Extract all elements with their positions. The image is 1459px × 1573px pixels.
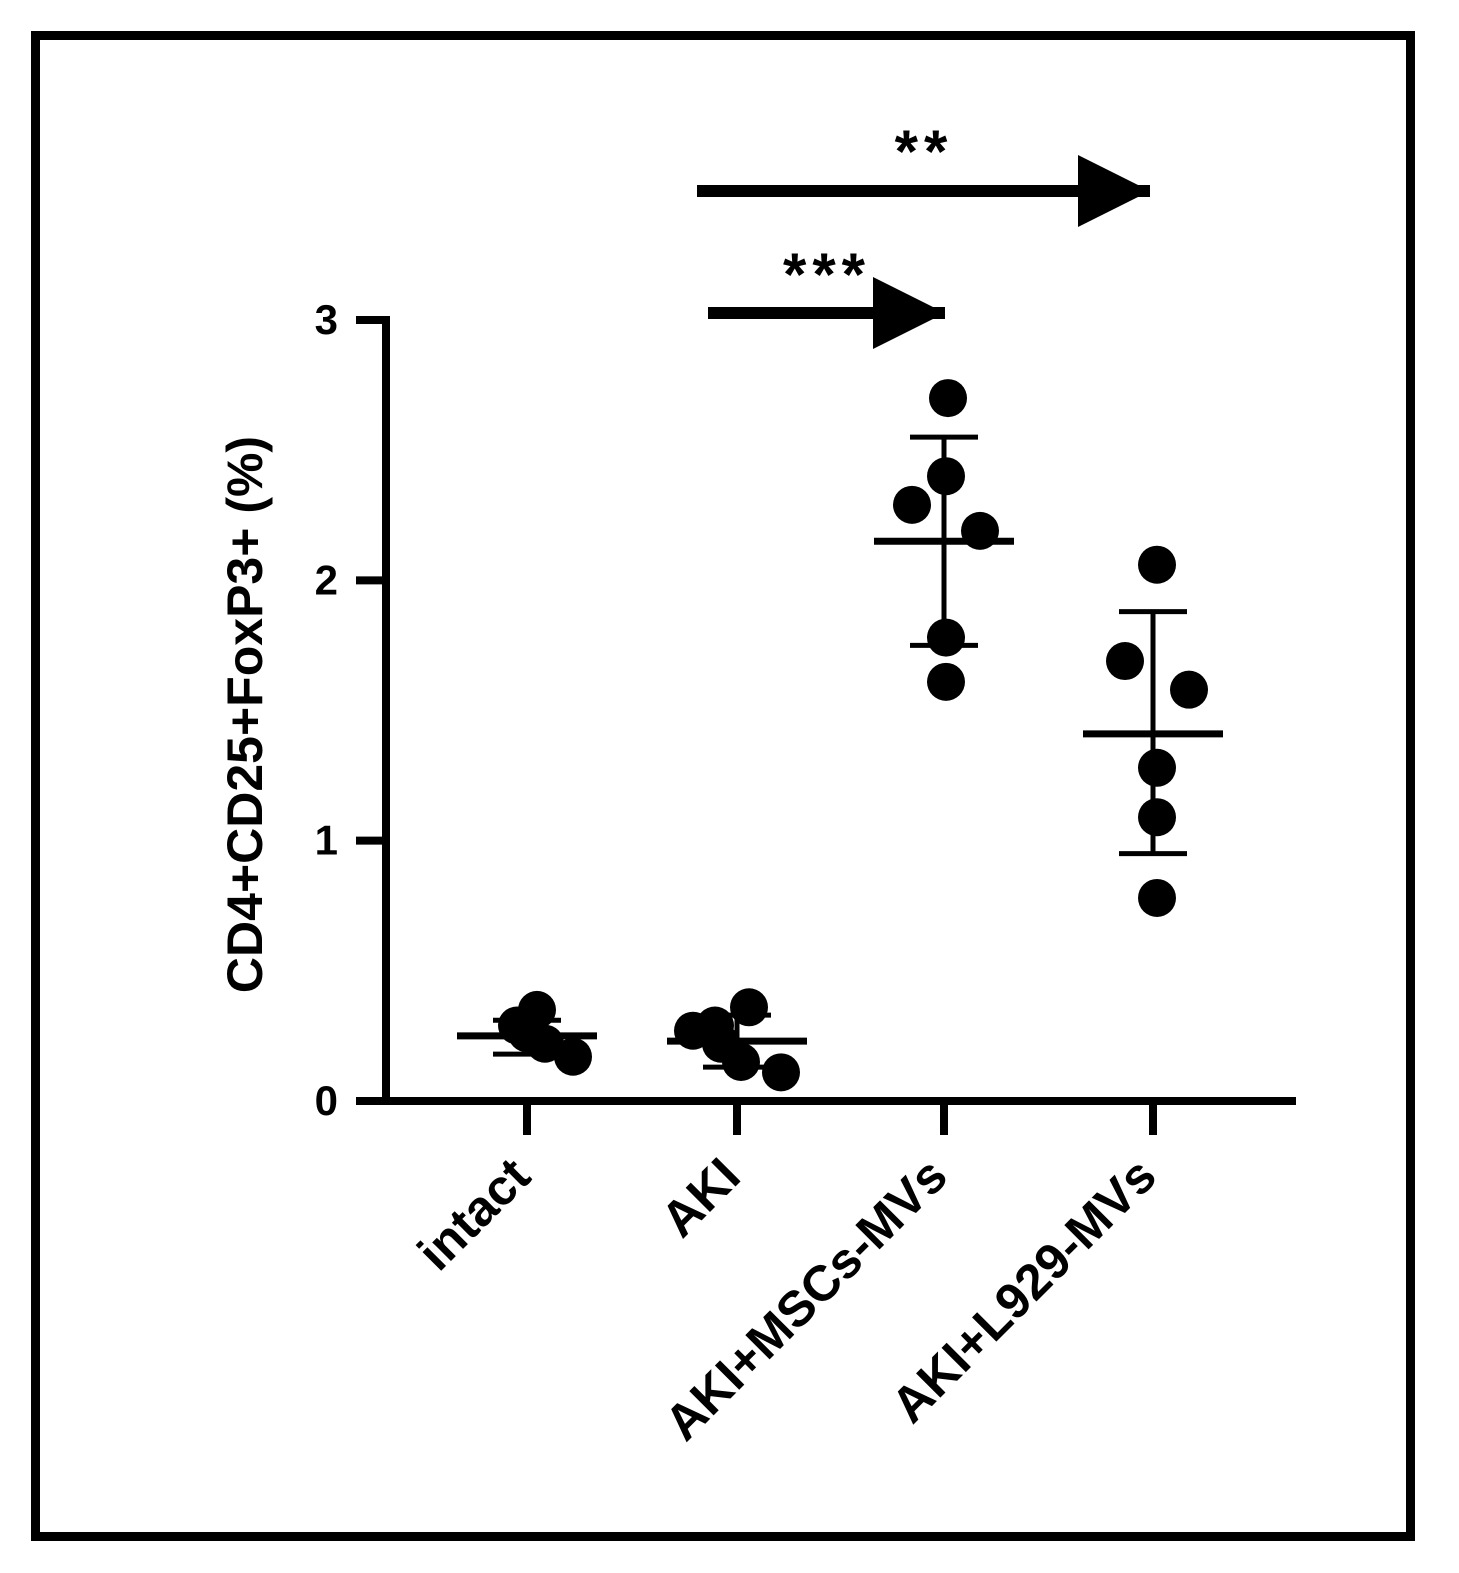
data-point [1106, 642, 1144, 681]
data-point [1138, 798, 1176, 837]
data-point [1138, 748, 1176, 787]
data-point [730, 988, 768, 1027]
y-axis-title: CD4+CD25+FoxP3+ (%) [217, 436, 273, 993]
y-tick-label: 1 [315, 817, 338, 864]
y-tick-label: 3 [315, 296, 338, 343]
x-tick-label: AKI [650, 1147, 750, 1247]
data-point [762, 1053, 800, 1092]
y-tick-label: 0 [315, 1077, 338, 1124]
significance-label: ** [895, 118, 954, 185]
data-point [927, 457, 965, 496]
data-point [927, 662, 965, 701]
data-point [1138, 878, 1176, 917]
x-tick-label: intact [407, 1147, 541, 1281]
data-point [722, 1042, 760, 1081]
data-point [893, 485, 931, 524]
data-point [554, 1037, 592, 1076]
data-point [927, 618, 965, 657]
data-point [1170, 670, 1208, 709]
data-point [929, 379, 967, 418]
data-point [518, 990, 556, 1029]
data-point [1138, 545, 1176, 584]
significance-label: *** [783, 241, 871, 308]
y-tick-label: 2 [315, 556, 338, 603]
figure-frame [31, 31, 1415, 1541]
